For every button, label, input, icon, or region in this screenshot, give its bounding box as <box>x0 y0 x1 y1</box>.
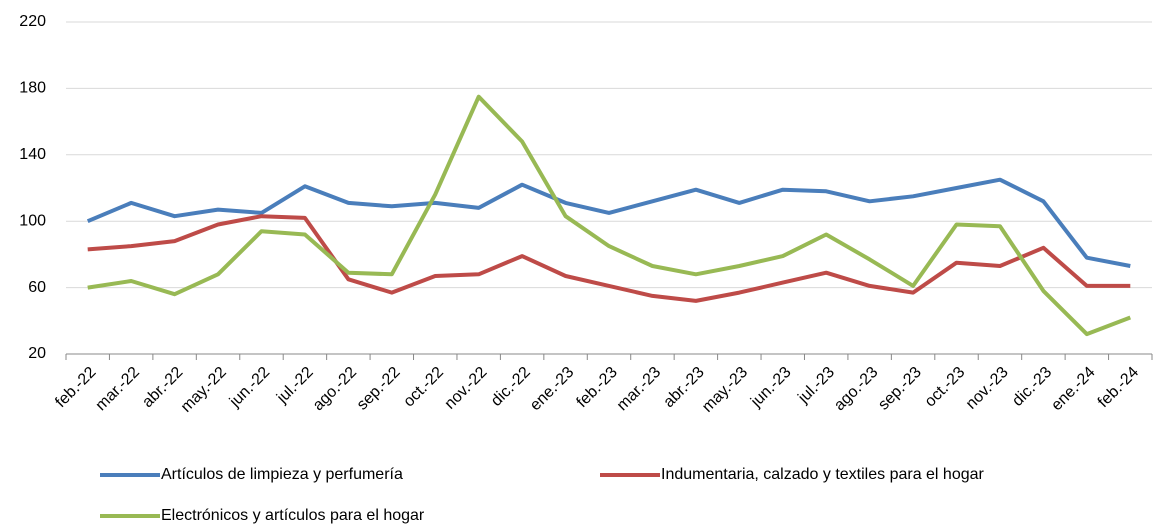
y-tick-label: 220 <box>19 13 46 30</box>
x-tick-label: nov.-23 <box>963 364 1012 413</box>
x-tick-label: ago.-23 <box>831 364 881 414</box>
x-tick-label: sep.-22 <box>354 364 404 414</box>
y-tick-label: 180 <box>19 80 46 97</box>
x-tick-label: may.-22 <box>178 364 230 416</box>
x-tick-label: sep.-23 <box>875 364 925 414</box>
x-tick-label: feb.-22 <box>52 364 99 411</box>
y-tick-label: 60 <box>28 279 46 296</box>
x-tick-label: mar.-22 <box>93 364 143 414</box>
x-tick-label: feb.-24 <box>1095 364 1142 411</box>
legend-label: Artículos de limpieza y perfumería <box>161 466 403 483</box>
series-line <box>86 177 1131 268</box>
series-line <box>87 214 1131 303</box>
y-tick-label: 140 <box>19 146 46 163</box>
x-tick-label: jun.-23 <box>747 364 794 411</box>
x-tick-label: oct.-22 <box>400 364 447 411</box>
x-tick-label: ago.-22 <box>310 364 360 414</box>
legend-label: Indumentaria, calzado y textiles para el… <box>661 466 985 483</box>
x-tick-label: oct.-23 <box>922 364 969 411</box>
series-line <box>87 94 1132 337</box>
x-tick-label: nov.-22 <box>442 364 491 413</box>
x-tick-label: mar.-23 <box>614 364 664 414</box>
x-tick-label: may.-23 <box>699 364 751 416</box>
x-tick-label: ene.-23 <box>527 364 577 414</box>
y-tick-label: 100 <box>19 212 46 229</box>
legend-label: Electrónicos y artículos para el hogar <box>161 507 425 524</box>
y-tick-label: 20 <box>28 345 46 362</box>
x-tick-label: ene.-24 <box>1048 364 1098 414</box>
x-tick-label: feb.-23 <box>574 364 621 411</box>
x-tick-label: jun.-22 <box>226 364 273 411</box>
